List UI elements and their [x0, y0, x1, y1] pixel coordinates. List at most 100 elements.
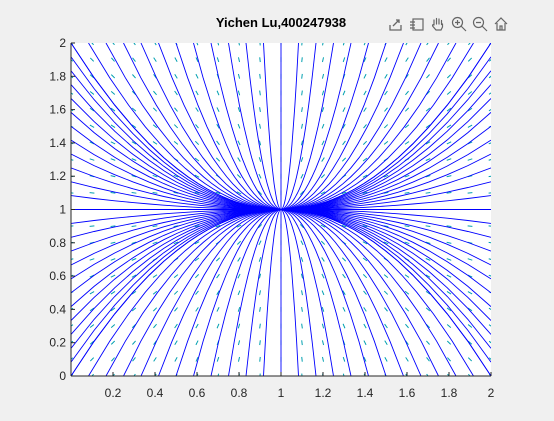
field-arrow	[488, 241, 491, 244]
field-arrow	[342, 307, 346, 312]
field-arrow	[425, 141, 431, 145]
field-arrow	[71, 307, 74, 310]
y-tick-label: 1.2	[49, 169, 66, 183]
field-arrow	[405, 43, 408, 46]
field-arrow	[174, 107, 178, 112]
field-arrow	[152, 141, 158, 145]
field-arrow	[321, 107, 325, 113]
field-arrow	[342, 273, 346, 279]
field-arrow	[362, 241, 368, 245]
field-arrow	[89, 91, 95, 95]
field-arrow	[321, 123, 325, 129]
field-arrow	[131, 290, 137, 295]
field-arrow	[174, 307, 178, 312]
field-arrow	[195, 107, 199, 112]
field-arrow	[194, 140, 200, 145]
field-arrow	[301, 290, 303, 296]
field-arrow	[174, 73, 178, 79]
field-arrow	[216, 290, 220, 296]
field-arrow	[152, 124, 158, 129]
zoom-in-icon[interactable]	[449, 13, 469, 35]
field-arrow	[383, 174, 389, 178]
field-arrow	[89, 158, 95, 161]
field-arrow	[196, 43, 199, 46]
y-tick-label: 0	[59, 369, 66, 383]
field-arrow	[362, 225, 368, 228]
field-arrow	[363, 307, 367, 312]
field-arrow	[110, 141, 116, 145]
field-arrow	[488, 92, 491, 95]
field-arrow	[446, 291, 452, 295]
field-arrow	[488, 357, 491, 361]
field-arrow	[71, 142, 74, 145]
field-arrow	[467, 324, 473, 328]
field-arrow	[447, 57, 451, 62]
field-arrow	[404, 107, 410, 112]
field-arrow	[110, 124, 116, 128]
field-arrow	[173, 124, 179, 129]
field-arrow	[71, 92, 74, 95]
field-arrow	[237, 306, 241, 312]
field-arrow	[194, 174, 200, 178]
field-arrow	[195, 90, 199, 96]
field-arrow	[383, 124, 389, 129]
field-arrow	[259, 306, 261, 312]
field-arrow	[426, 57, 430, 62]
field-arrow	[446, 74, 452, 79]
field-arrow	[467, 291, 473, 295]
field-arrow	[342, 356, 346, 362]
field-arrow	[321, 257, 325, 262]
zoom-out-icon[interactable]	[470, 13, 490, 35]
field-arrow	[131, 225, 137, 227]
x-tick-label: 1.4	[357, 386, 374, 400]
field-arrow	[237, 356, 241, 362]
field-arrow	[173, 141, 179, 145]
field-arrow	[446, 307, 452, 312]
field-arrow	[91, 43, 94, 46]
field-arrow	[467, 192, 473, 194]
field-arrow	[363, 57, 367, 63]
pan-hand-icon[interactable]	[428, 13, 448, 35]
field-arrow	[152, 191, 158, 194]
field-arrow	[215, 157, 221, 162]
field-arrow	[71, 75, 74, 79]
field-arrow	[194, 225, 200, 228]
field-arrow	[173, 274, 179, 278]
field-arrow	[111, 57, 115, 62]
field-arrow	[299, 224, 305, 229]
field-arrow	[112, 373, 115, 376]
brush-icon[interactable]	[407, 13, 427, 35]
home-icon[interactable]	[491, 13, 511, 35]
field-arrow	[404, 274, 410, 278]
field-arrow	[362, 174, 368, 178]
field-arrow	[110, 192, 116, 194]
field-arrow	[321, 90, 325, 96]
field-arrow	[194, 191, 200, 194]
field-arrow	[215, 224, 221, 228]
field-arrow	[301, 90, 303, 96]
field-arrow	[488, 142, 491, 145]
field-arrow	[301, 57, 303, 63]
field-arrow	[216, 356, 220, 362]
x-tick-label: 1.6	[399, 386, 416, 400]
field-arrow	[404, 124, 410, 129]
field-arrow	[467, 258, 473, 261]
field-arrow	[259, 340, 261, 346]
field-arrow	[71, 340, 74, 344]
field-arrow	[217, 43, 220, 46]
field-arrow	[467, 74, 473, 79]
field-arrow	[404, 307, 410, 312]
field-arrow	[236, 191, 242, 195]
field-arrow	[383, 290, 389, 295]
field-arrow	[236, 240, 242, 245]
field-arrow	[363, 373, 366, 376]
field-arrow	[488, 258, 491, 260]
field-arrow	[363, 43, 366, 46]
field-arrow	[321, 356, 325, 362]
export-icon[interactable]	[386, 13, 406, 35]
field-arrow	[110, 225, 116, 227]
field-arrow	[342, 140, 346, 146]
field-arrow	[425, 225, 431, 227]
field-arrow	[321, 290, 325, 296]
field-arrow	[363, 356, 367, 362]
